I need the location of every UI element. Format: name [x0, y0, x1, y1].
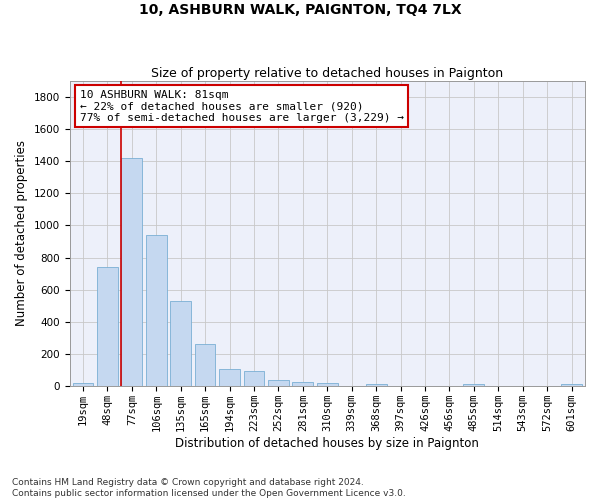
Bar	[219, 370, 240, 386]
Bar	[195, 344, 215, 386]
Bar	[317, 383, 338, 386]
X-axis label: Distribution of detached houses by size in Paignton: Distribution of detached houses by size …	[175, 437, 479, 450]
Bar	[268, 380, 289, 386]
Bar	[97, 268, 118, 386]
Bar	[170, 301, 191, 386]
Text: 10 ASHBURN WALK: 81sqm
← 22% of detached houses are smaller (920)
77% of semi-de: 10 ASHBURN WALK: 81sqm ← 22% of detached…	[80, 90, 404, 123]
Bar	[463, 384, 484, 386]
Text: 10, ASHBURN WALK, PAIGNTON, TQ4 7LX: 10, ASHBURN WALK, PAIGNTON, TQ4 7LX	[139, 2, 461, 16]
Bar	[73, 383, 94, 386]
Bar	[244, 372, 265, 386]
Bar	[561, 384, 582, 386]
Bar	[292, 382, 313, 386]
Title: Size of property relative to detached houses in Paignton: Size of property relative to detached ho…	[151, 66, 503, 80]
Y-axis label: Number of detached properties: Number of detached properties	[15, 140, 28, 326]
Bar	[366, 384, 386, 386]
Text: Contains HM Land Registry data © Crown copyright and database right 2024.
Contai: Contains HM Land Registry data © Crown c…	[12, 478, 406, 498]
Bar	[121, 158, 142, 386]
Bar	[146, 235, 167, 386]
